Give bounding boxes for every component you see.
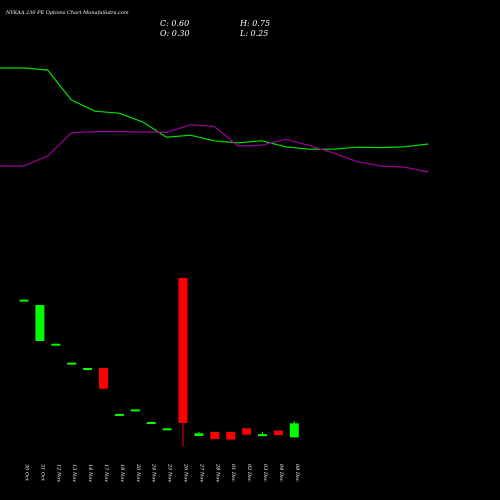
x-tick-label: 04 Dec [278,464,284,482]
x-tick-label: 28 Nov [214,463,220,482]
candle [51,343,61,346]
candle [194,431,204,436]
candle-body [178,278,188,423]
moving-average-layer [0,67,429,173]
x-tick-label: 08 Dec [294,464,300,482]
candle [35,305,45,341]
candle [226,431,236,440]
readout-high: H: 0.75 [239,19,270,28]
candle-body [35,305,45,341]
candle-body [83,368,93,370]
x-tick-label: 26 Nov [183,463,189,482]
candle [162,428,172,431]
x-tick-label: 30 Oct [24,464,30,482]
candle-body [19,299,29,302]
candle-body [194,433,204,436]
candle-body [146,422,156,424]
candle-body [210,431,220,440]
candle-body [114,413,124,416]
candle-body [51,343,61,346]
x-tick-label: 18 Nov [119,464,125,482]
x-tick-label: 13 Nov [71,464,77,482]
candle [242,428,252,435]
candle [114,413,124,416]
candle-body [99,368,108,389]
chart-title: NYKAA 230 PE Options Chart MunafaSutra.c… [5,10,129,16]
x-tick-label: 03 Dec [262,464,268,482]
x-axis-ticks: 30 Oct 31 Oct 12 Nov 13 Nov 14 Nov 17 Nov 18 N… [24,463,300,482]
readout-low: L: 0.25 [239,29,268,38]
x-tick-label: 24 Nov [151,463,157,482]
candle-body [258,434,267,437]
candle [67,362,77,365]
x-tick-label: 02 Dec [246,464,252,482]
x-tick-label: 17 Nov [103,464,109,482]
x-tick-label: 25 Nov [167,463,173,482]
readout-open: O: 0.30 [160,29,190,38]
x-tick-label: 20 Nov [135,463,141,482]
x-tick-label: 01 Dec [230,464,236,482]
candle [130,409,140,412]
candle [210,431,220,440]
x-tick-label: 31 Oct [39,464,45,482]
readout-close: C: 0.60 [160,19,189,28]
candle [289,421,299,438]
candle [178,278,188,447]
candle-body [67,362,77,365]
x-tick-label: 12 Nov [55,464,61,482]
candle [83,368,93,370]
candle-body [226,431,236,440]
x-tick-label: 27 Nov [198,463,204,482]
candle [258,431,267,437]
candle-layer [19,278,299,447]
candle-body [162,428,172,431]
candle-body [273,430,283,436]
candle [146,422,156,424]
candle [99,368,108,389]
candle [19,299,29,302]
ma-line-purple [0,124,429,173]
x-tick-label: 14 Nov [87,464,93,482]
candle [273,430,283,436]
ma-line-green [0,67,429,150]
candle-body [130,409,140,412]
candle-body [289,423,299,438]
candle-body [242,428,252,435]
